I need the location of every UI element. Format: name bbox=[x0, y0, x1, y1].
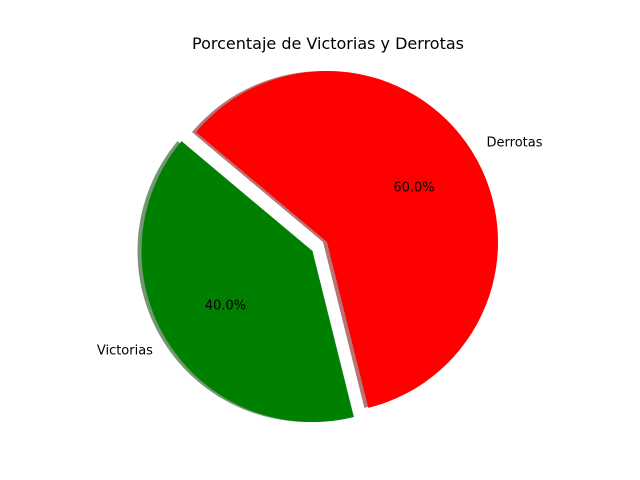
label-layer: Victorias 40.0% Derrotas 60.0% bbox=[97, 135, 543, 358]
slice-label-victorias: Victorias bbox=[97, 344, 153, 359]
chart-title: Porcentaje de Victorias y Derrotas bbox=[192, 34, 464, 53]
slice-layer bbox=[141, 71, 498, 423]
slice-label-derrotas: Derrotas bbox=[487, 135, 543, 150]
slice-victorias[interactable] bbox=[141, 141, 354, 423]
pct-label-derrotas: 60.0% bbox=[393, 181, 434, 196]
pct-label-victorias: 40.0% bbox=[205, 298, 246, 313]
slice-derrotas[interactable] bbox=[196, 71, 498, 408]
